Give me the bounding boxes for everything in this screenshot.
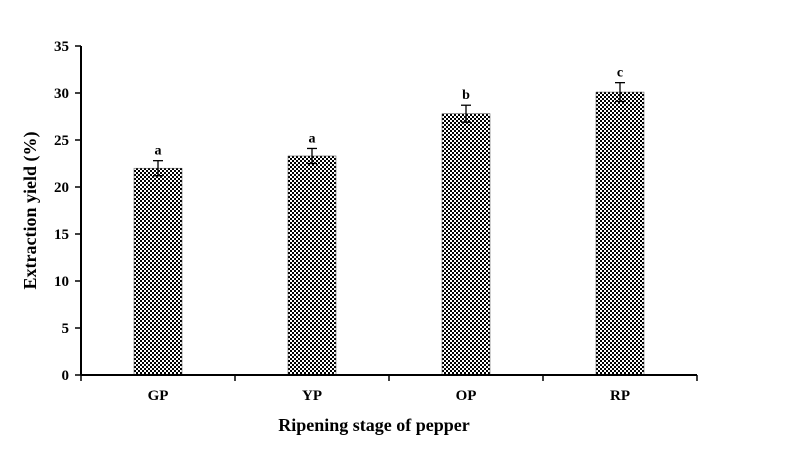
y-tick-label: 30 (54, 86, 69, 102)
y-tick-label: 25 (54, 133, 69, 149)
significance-label: b (462, 88, 470, 103)
x-tick-label: GP (148, 388, 169, 404)
bar-op (441, 113, 491, 376)
x-tick-label: OP (456, 388, 477, 404)
y-axis-title: Extraction yield (%) (20, 132, 41, 290)
bar-gp (133, 167, 183, 376)
significance-label: a (155, 144, 162, 159)
y-tick-label: 5 (62, 321, 70, 337)
bar-rp (595, 91, 645, 376)
y-tick-label: 10 (54, 274, 69, 290)
y-tick-label: 0 (62, 368, 70, 384)
x-axis-title: Ripening stage of pepper (278, 415, 470, 435)
significance-label: a (309, 131, 316, 146)
ticks-layer: 0 5 10 15 20 25 30 35 a GP a YP b OP c RP (54, 39, 698, 404)
y-tick-label: 35 (54, 39, 69, 55)
bar-yp (287, 155, 337, 376)
bars-layer (133, 82, 645, 376)
significance-label: c (617, 66, 623, 81)
x-tick-label: YP (302, 388, 322, 404)
x-tick-label: RP (610, 388, 630, 404)
y-tick-label: 15 (54, 227, 69, 243)
y-tick-label: 20 (54, 180, 69, 196)
